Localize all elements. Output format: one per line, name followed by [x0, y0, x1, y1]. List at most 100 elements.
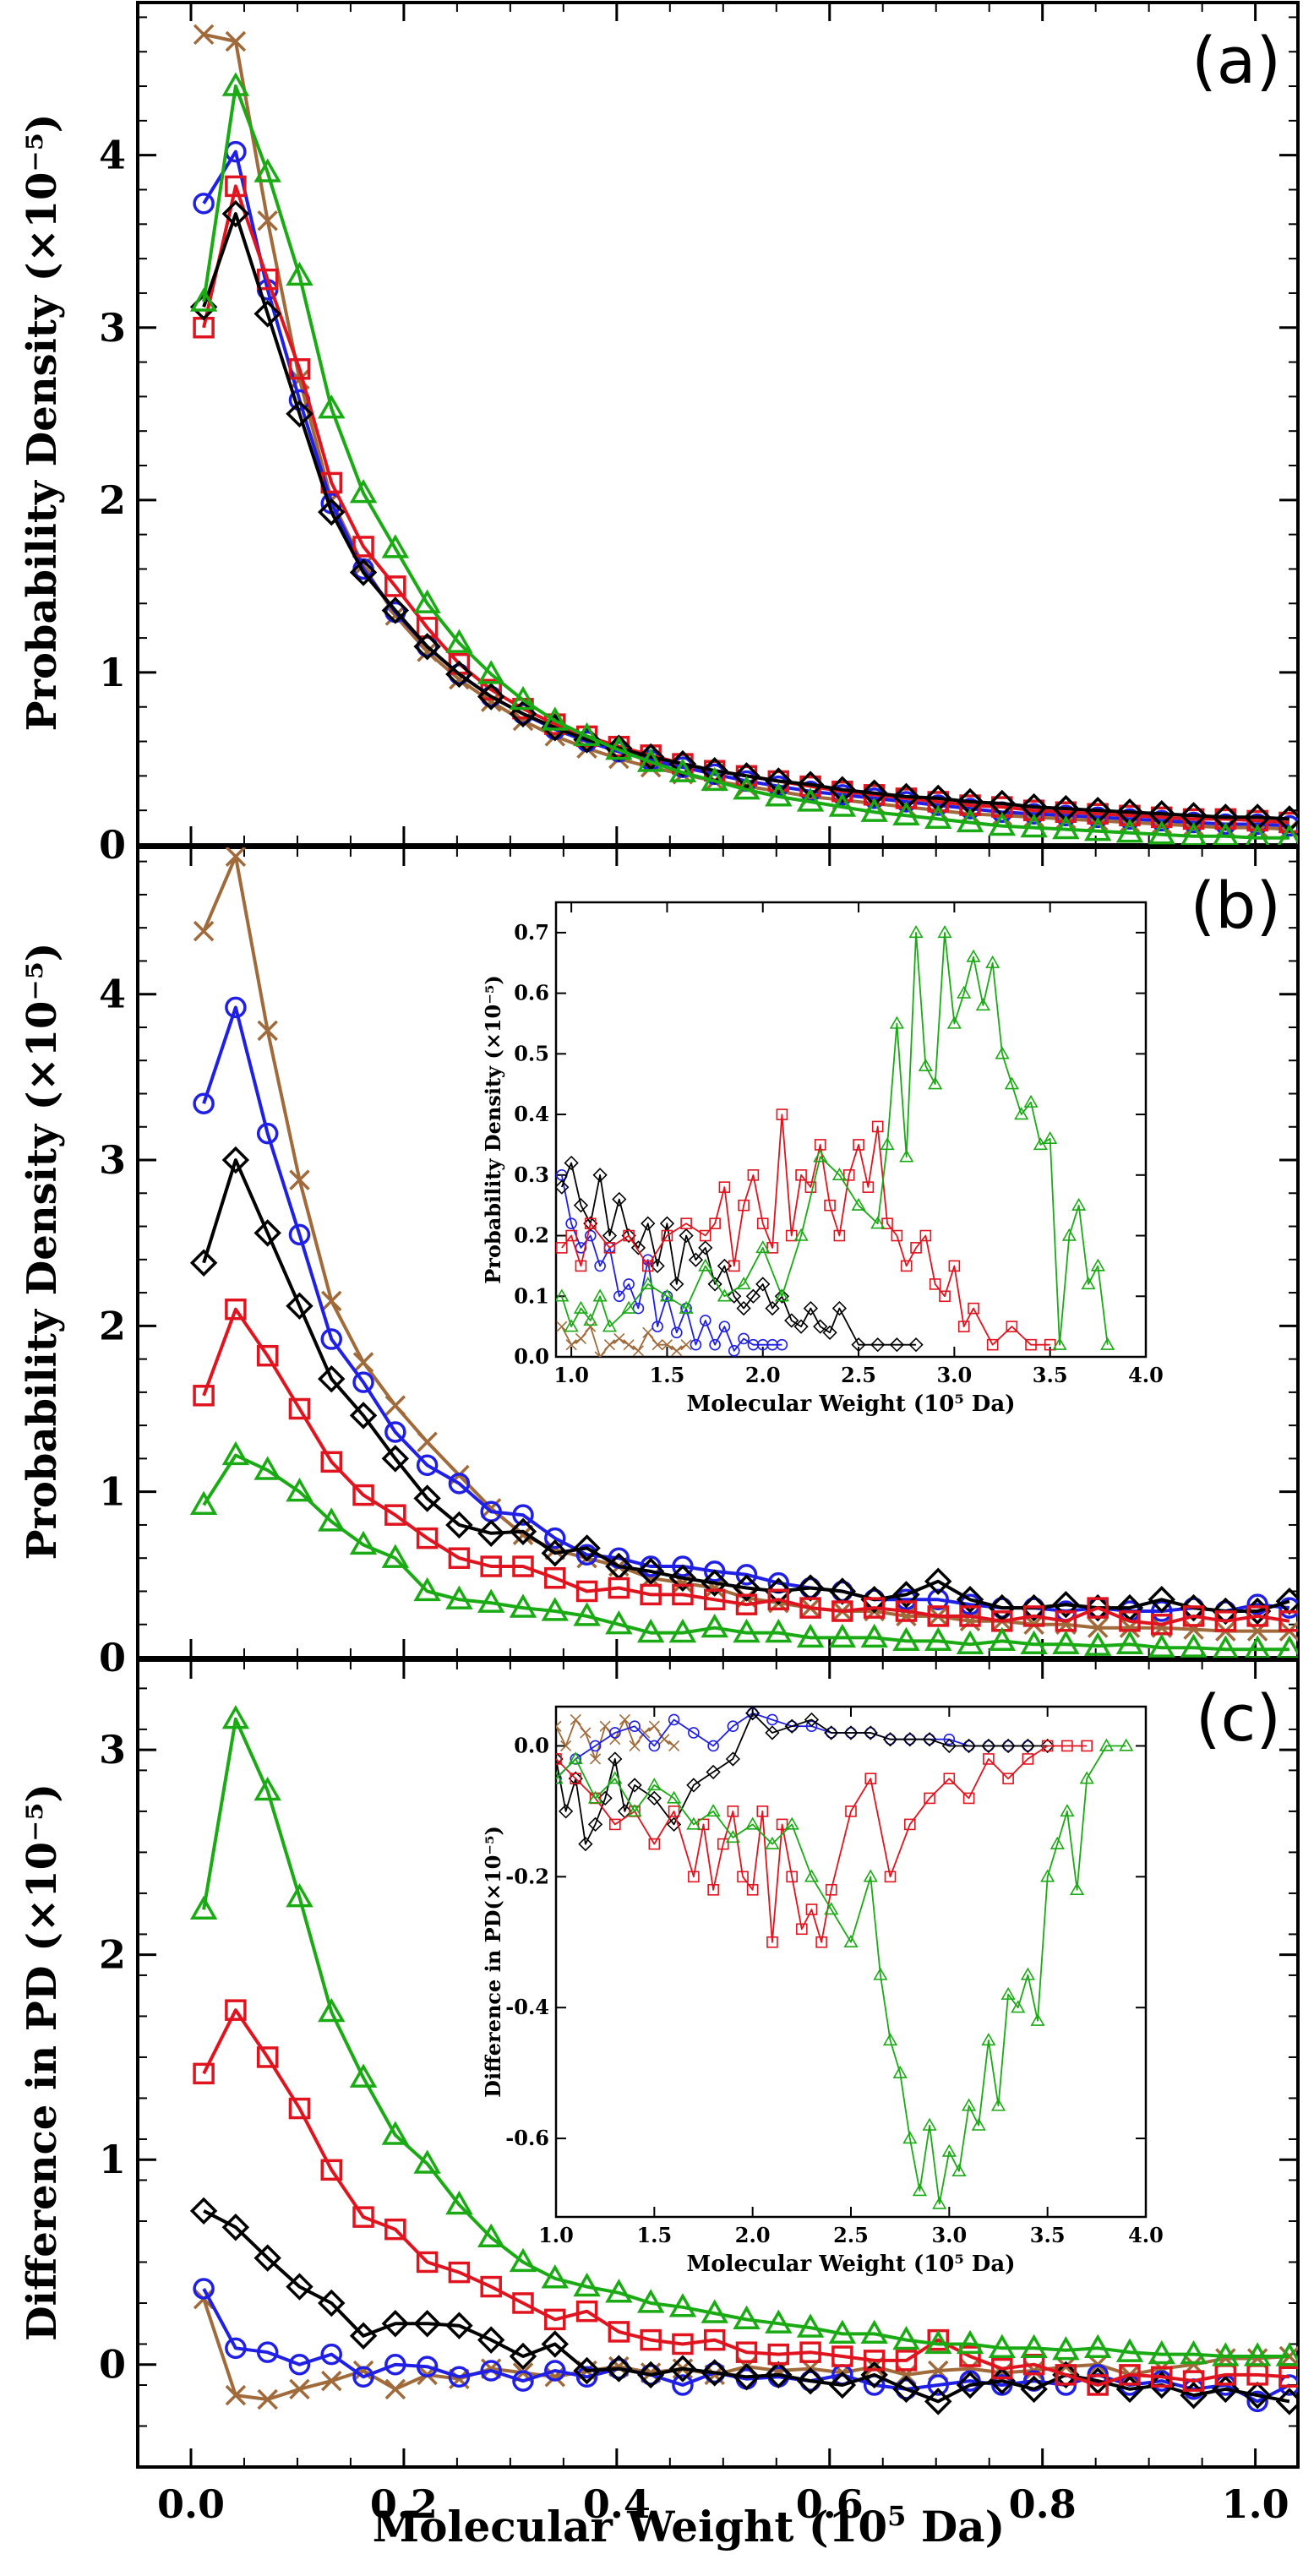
inset-point-black	[822, 1325, 837, 1340]
point-blue	[544, 2360, 566, 2382]
inset-point-brown	[613, 1332, 625, 1345]
inset-point-green	[946, 1016, 962, 1029]
panel-c: 0 1 2 3 0.0 0.2 0.4 0.6 0.8 1.0 Difference in PD (…	[19, 1658, 1300, 2527]
inset-point-red	[727, 1805, 739, 1817]
inset-point-red	[864, 1773, 877, 1784]
y-tick-label: 0	[99, 2342, 126, 2388]
inset-point-green	[1090, 1258, 1105, 1272]
inset-point-green	[922, 2117, 937, 2131]
point-black	[636, 743, 665, 771]
inset-point-black	[666, 1816, 682, 1833]
point-green	[988, 2334, 1017, 2358]
inset-point-blue	[727, 1720, 739, 1733]
inset-series-group	[556, 925, 1115, 1357]
point-red	[1278, 1610, 1298, 1632]
point-blue	[225, 996, 247, 1019]
point-blue	[288, 2353, 311, 2376]
point-red	[320, 2159, 343, 2181]
point-blue	[544, 1527, 566, 1549]
inset-series-brown	[556, 1321, 692, 1357]
point-red	[575, 2300, 598, 2323]
inset-point-green	[725, 1830, 740, 1844]
inset-y-tick-label: -0.6	[505, 2126, 549, 2150]
inset-point-green	[873, 1967, 888, 1980]
inset-point-red	[661, 1229, 673, 1242]
inset-point-green	[679, 1300, 694, 1314]
inset-point-blue	[776, 1338, 788, 1351]
inset-y-tick-label: 0.0	[514, 1733, 549, 1757]
inset-point-green	[556, 1771, 564, 1784]
point-green	[1020, 1630, 1048, 1654]
inset-point-green	[851, 1197, 866, 1211]
inset-point-green	[686, 1816, 701, 1830]
inset-point-green	[824, 1902, 839, 1915]
series-group	[189, 24, 1298, 845]
y-tick-label: 3	[99, 1727, 126, 1773]
point-brown	[384, 605, 406, 626]
inset-point-red	[910, 1242, 922, 1254]
point-black	[828, 2371, 857, 2399]
point-green	[1212, 2342, 1240, 2366]
inset-point-black	[564, 1155, 579, 1171]
y-tick-label: 4	[99, 133, 126, 178]
inset-y-axis-title: Probability Density (×10⁻⁵)	[481, 975, 505, 1284]
point-green	[733, 1618, 761, 1643]
inset-y-tick-label: 0.0	[514, 1344, 549, 1369]
x-tick-label: 0.2	[370, 2481, 438, 2527]
point-black	[477, 683, 505, 711]
point-brown	[257, 2388, 278, 2410]
point-blue	[640, 2364, 662, 2386]
inset-point-black	[568, 1771, 583, 1786]
point-green	[1243, 2342, 1272, 2366]
point-red	[544, 1567, 566, 1589]
point-green	[1115, 2338, 1144, 2362]
inset-point-black	[765, 1725, 780, 1740]
point-blue	[288, 1223, 311, 1246]
inset-point-brown	[556, 1720, 562, 1732]
point-green	[286, 261, 313, 286]
inset-point-red	[556, 1242, 568, 1254]
point-green	[381, 2121, 410, 2145]
point-brown	[193, 24, 215, 46]
point-black	[1052, 1590, 1080, 1619]
inset-point-green	[990, 2098, 1006, 2111]
point-black	[605, 734, 633, 762]
inset-point-black	[641, 1216, 656, 1231]
inset-point-black	[659, 1216, 675, 1231]
inset-point-black	[803, 1300, 819, 1316]
point-green	[1148, 820, 1175, 845]
inset-point-black	[922, 1732, 937, 1747]
inset-point-black	[679, 1228, 694, 1244]
point-black	[254, 2244, 281, 2272]
point-green	[254, 1776, 281, 1801]
inset-point-red	[939, 1290, 951, 1303]
inset-y-tick-label: -0.2	[505, 1864, 549, 1888]
point-red	[225, 175, 247, 198]
point-red	[352, 536, 374, 558]
point-black	[796, 2366, 825, 2395]
point-green	[413, 2149, 441, 2174]
inset-point-red	[924, 1792, 935, 1805]
point-green	[636, 2289, 665, 2313]
inset-point-red	[795, 1169, 807, 1181]
inset-point-green	[995, 1046, 1010, 1059]
inset-point-green	[568, 1751, 583, 1765]
x-axis-title-sup: 5	[887, 2500, 906, 2532]
point-blue	[895, 2378, 918, 2400]
point-red	[767, 2343, 790, 2366]
point-brown	[321, 1290, 342, 1312]
point-green	[828, 1623, 857, 1648]
inset-point-red	[570, 1773, 582, 1784]
inset-point-brown	[580, 1727, 592, 1739]
point-green	[796, 1623, 825, 1648]
inset-point-green	[899, 1149, 914, 1163]
y-axis-title: Difference in PD (×10⁻⁵)	[19, 1784, 66, 2341]
point-blue	[256, 1122, 279, 1145]
inset-point-green	[1049, 1836, 1065, 1849]
inset-point-green	[627, 1804, 642, 1817]
inset-point-black	[698, 1240, 713, 1255]
inset-point-green	[745, 1816, 761, 1830]
point-brown	[352, 2360, 374, 2382]
series-red	[193, 1999, 1298, 2396]
inset-point-green	[755, 1240, 771, 1254]
